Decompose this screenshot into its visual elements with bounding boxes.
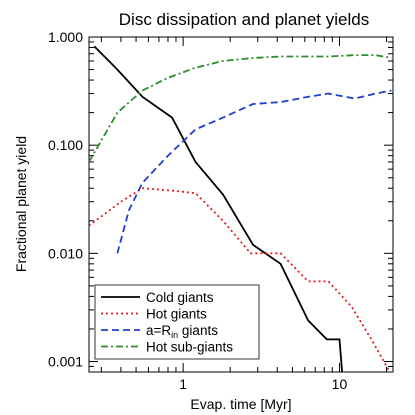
series-line-1 — [89, 187, 391, 372]
legend-label-2: a=Rin giants — [146, 323, 218, 340]
series-line-2 — [116, 89, 392, 254]
plot-frame — [88, 36, 394, 373]
y-tick-label: 0.001 — [48, 354, 83, 370]
y-tick-label: 0.010 — [48, 245, 83, 261]
x-tick-label: 1 — [179, 376, 187, 392]
series-line-3 — [89, 54, 392, 163]
legend-label-3: Hot sub-giants — [146, 340, 233, 355]
axis-tick-labels: 1 10 0.001 0.010 0.100 1.000 — [48, 29, 348, 392]
series-line-0 — [93, 45, 343, 372]
legend-label-1: Hot giants — [146, 307, 207, 322]
y-tick-label: 0.100 — [48, 137, 83, 153]
chart-title: Disc dissipation and planet yields — [119, 10, 369, 29]
axis-ticks — [89, 36, 393, 373]
y-axis-label: Fractional planet yield — [13, 136, 29, 272]
x-axis-label: Evap. time [Myr] — [190, 396, 291, 412]
legend-label-0: Cold giants — [146, 290, 214, 305]
y-tick-label: 1.000 — [48, 29, 83, 45]
x-tick-label: 10 — [332, 376, 348, 392]
plot-area — [89, 45, 392, 372]
